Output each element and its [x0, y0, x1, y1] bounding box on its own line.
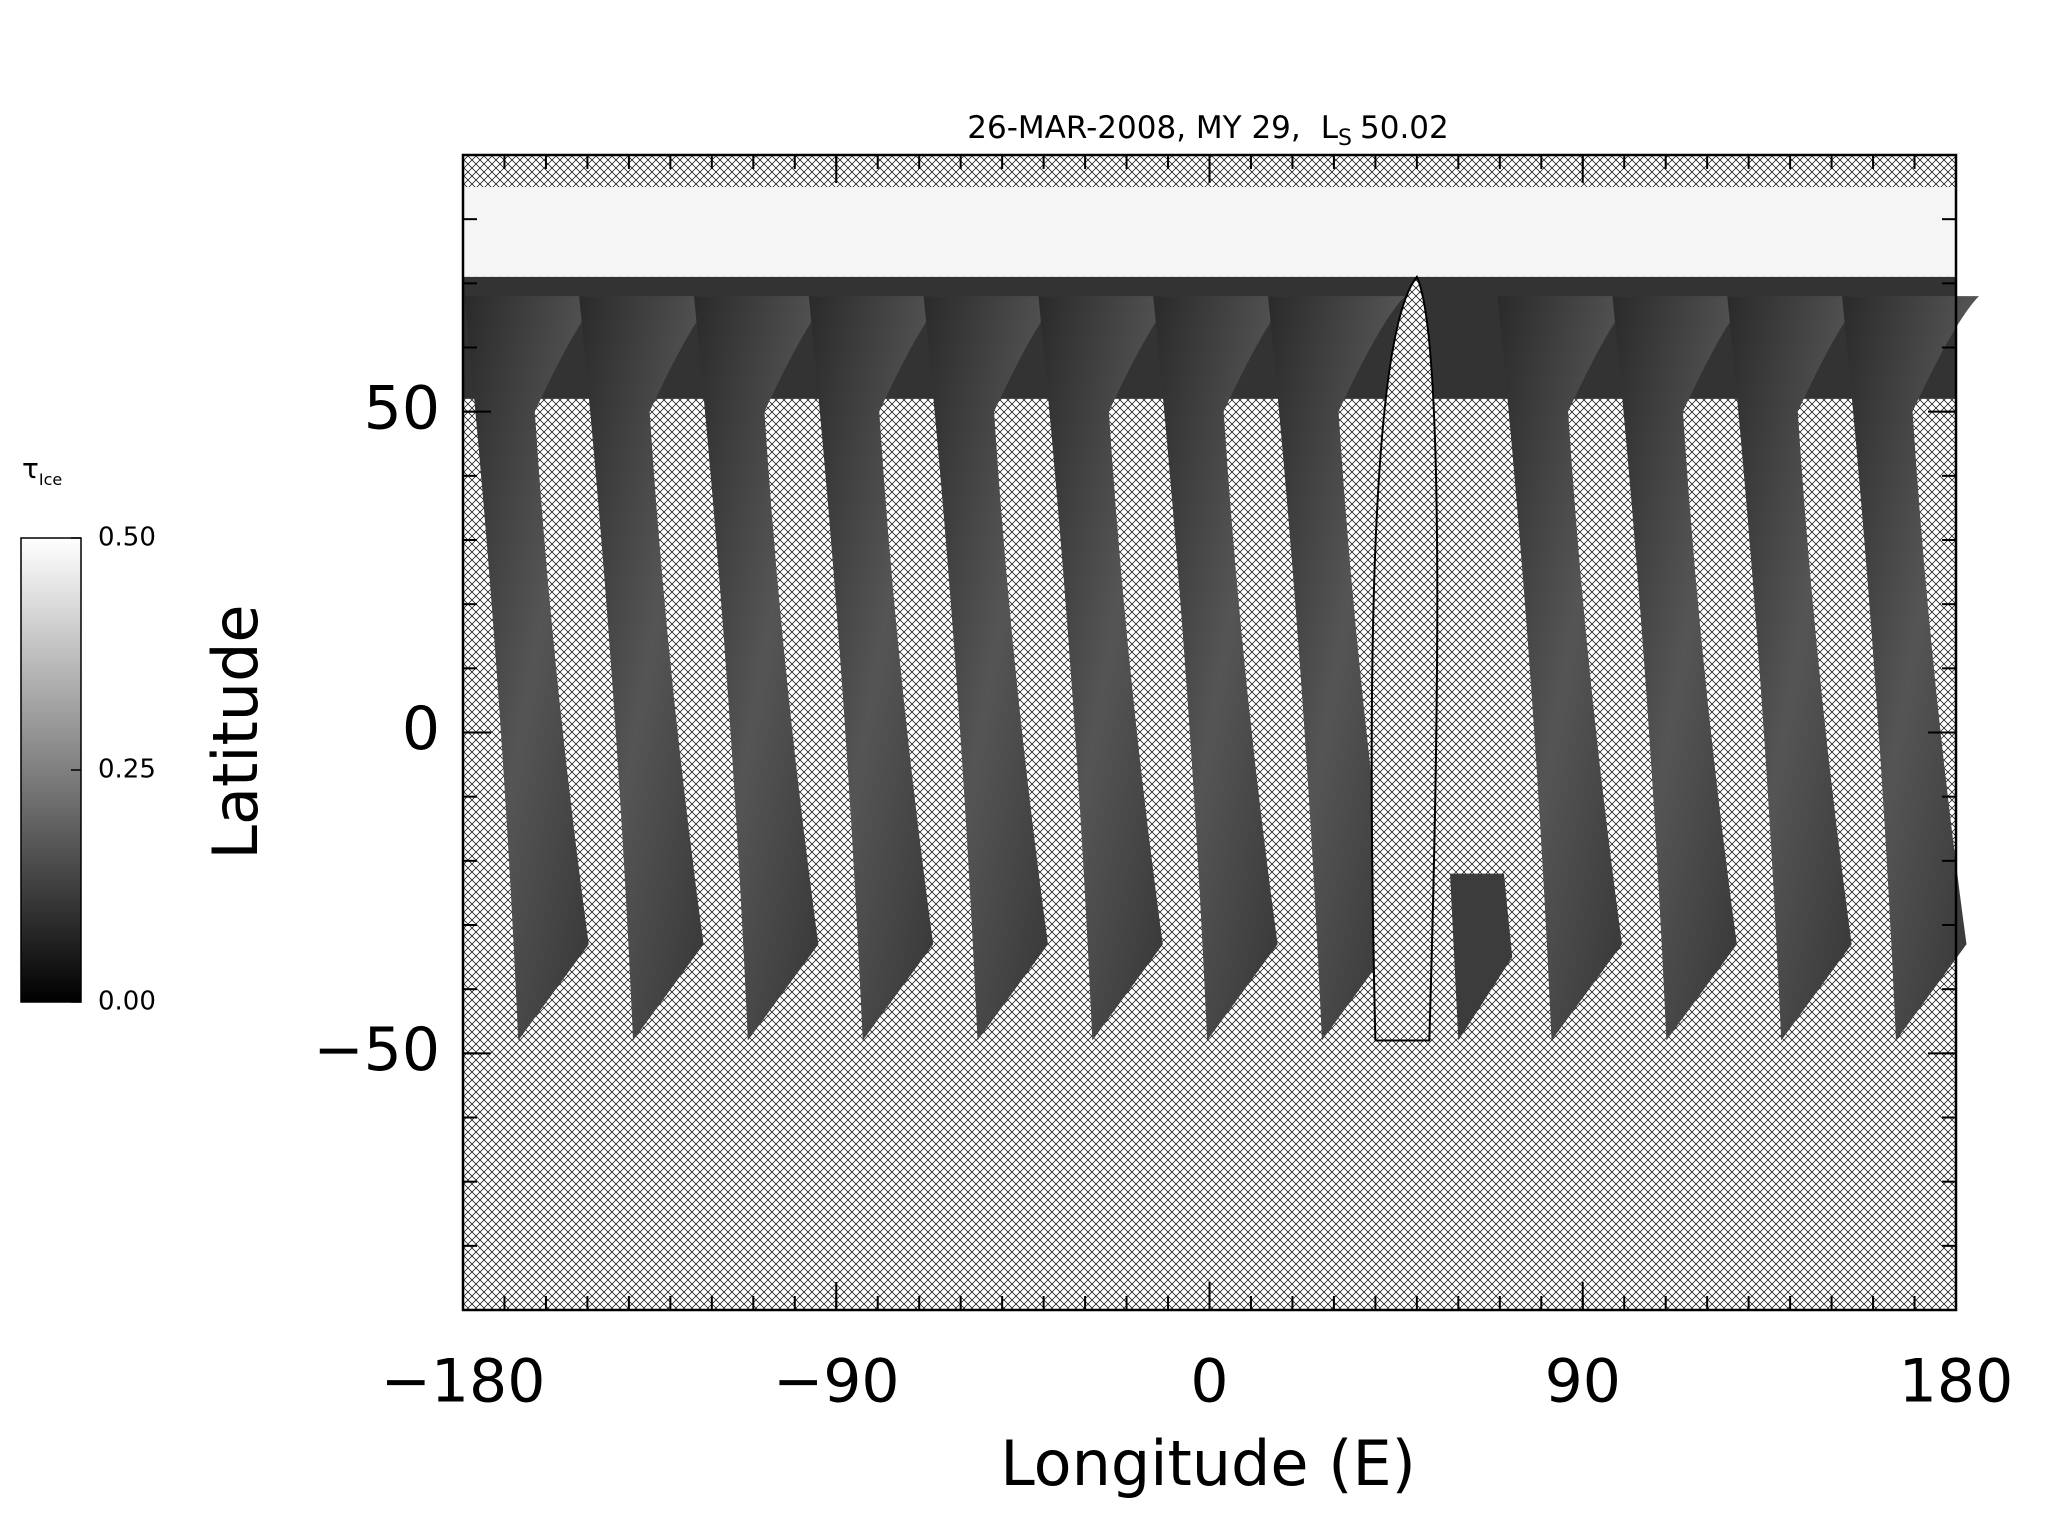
swath: [1268, 296, 1405, 1041]
y-tick-label: 0: [402, 694, 440, 764]
colorbar-symbol: τ: [22, 452, 39, 485]
title-symbol: L: [1321, 110, 1339, 146]
colorbar-subscript: Ice: [39, 470, 62, 489]
colorbar-tick-label: 0.25: [98, 755, 156, 785]
x-axis-label: Longitude (E): [1000, 1427, 1416, 1500]
swath: [1727, 296, 1865, 1041]
swath: [579, 296, 716, 1041]
swath: [1612, 296, 1750, 1041]
x-tick-label: 180: [1899, 1347, 2014, 1417]
swath: [1153, 296, 1291, 1041]
title-subscript: S: [1338, 126, 1352, 151]
y-tick-label: 50: [364, 373, 440, 443]
x-tick-label: −180: [381, 1347, 546, 1417]
y-axis-label: Latitude: [199, 604, 272, 859]
x-tick-label: −90: [773, 1347, 900, 1417]
colorbar-tick-label: 0.00: [98, 987, 156, 1017]
y-tick-label: −50: [313, 1015, 440, 1085]
swath: [1038, 296, 1176, 1041]
x-tick-label: 0: [1190, 1347, 1228, 1417]
swath: [464, 296, 602, 1041]
orbit-gap: [1370, 275, 1439, 1042]
title-value: 50.02: [1360, 110, 1449, 146]
swath: [1842, 296, 1979, 1041]
title-text: 26-MAR-2008, MY 29,: [967, 110, 1301, 146]
polar-cap-band: [463, 187, 1956, 277]
partial-swath: [1450, 873, 1513, 1041]
colorbar-tick-label: 0.50: [98, 523, 156, 553]
colorbar-label: τIce: [22, 452, 62, 489]
chart-title: 26-MAR-2008, MY 29, LS 50.02: [967, 110, 1449, 152]
swath: [1497, 296, 1635, 1041]
x-tick-label: 90: [1545, 1347, 1621, 1417]
swath: [808, 296, 946, 1041]
swath: [923, 296, 1061, 1041]
swath: [693, 296, 831, 1041]
